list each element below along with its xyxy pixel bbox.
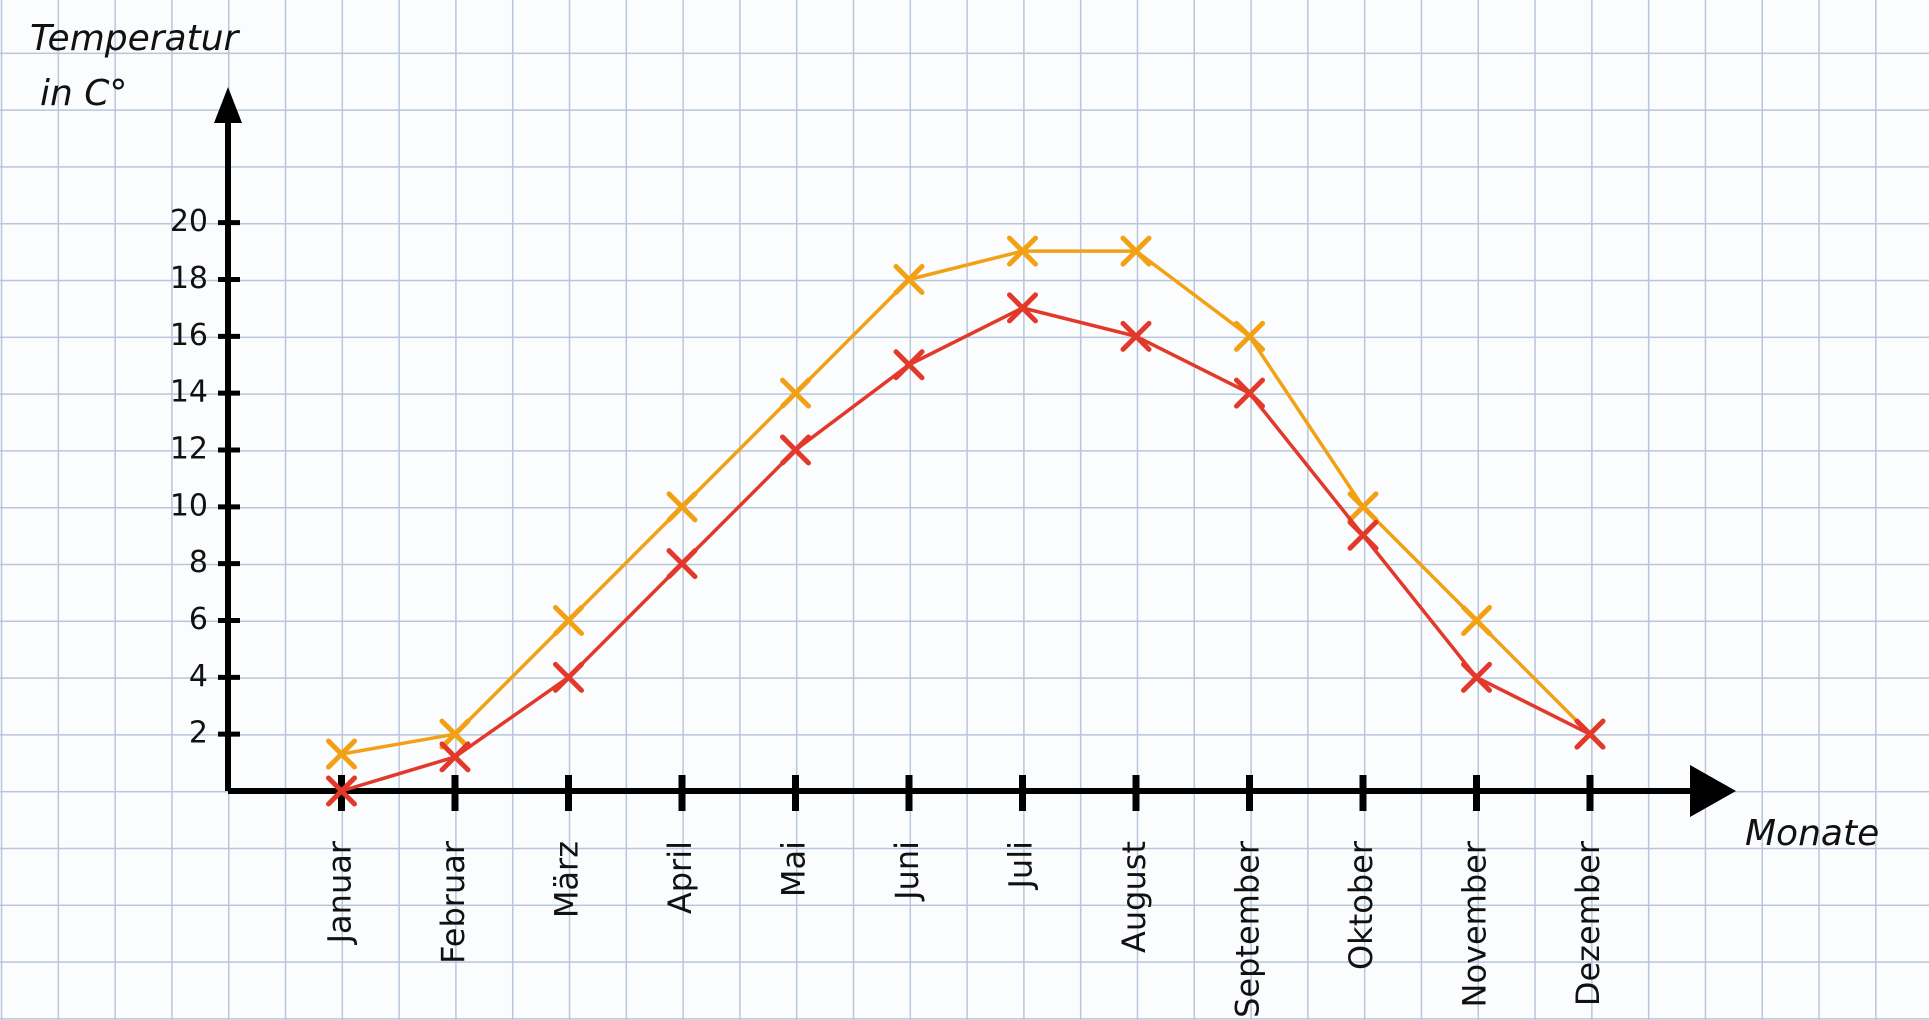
- y-tick-label: 4: [189, 659, 208, 694]
- data-point: [439, 741, 471, 773]
- data-point: [1461, 605, 1492, 636]
- y-axis-arrow: [214, 87, 242, 123]
- y-tick-label: 6: [189, 602, 208, 637]
- y-axis-title: Temperatur: [30, 18, 241, 59]
- data-point: [1347, 519, 1379, 551]
- data-point: [1120, 320, 1152, 352]
- data-point: [1120, 235, 1152, 267]
- y-tick-label: 2: [189, 716, 208, 751]
- y-tick-label: 16: [170, 318, 208, 353]
- data-point: [666, 548, 698, 580]
- data-point: [553, 605, 584, 636]
- y-tick-label: 20: [170, 204, 208, 239]
- x-tick-label: Februar: [434, 840, 472, 964]
- data-point: [1007, 292, 1038, 324]
- data-point: [1234, 320, 1265, 352]
- x-axis-arrow: [1690, 765, 1736, 817]
- data-point: [780, 377, 811, 409]
- x-tick-label: August: [1115, 841, 1153, 953]
- data-point: [1234, 377, 1265, 409]
- data-point: [780, 434, 811, 466]
- x-tick-label: November: [1456, 840, 1494, 1007]
- data-point: [326, 775, 357, 807]
- x-tick-label: Oktober: [1342, 840, 1380, 970]
- x-axis-title: Monate: [1745, 813, 1879, 854]
- data-point: [439, 718, 471, 750]
- data-point: [1007, 235, 1038, 267]
- series-line: [341, 249, 1592, 756]
- data-point: [1347, 491, 1379, 523]
- series-line: [340, 306, 1591, 793]
- y-tick-label: 10: [170, 488, 208, 523]
- y-tick-label: 14: [170, 375, 208, 410]
- x-tick-label: Mai: [775, 841, 813, 897]
- x-tick-label: Januar: [321, 840, 359, 945]
- data-point: [1461, 661, 1492, 693]
- data-point: [893, 264, 925, 295]
- x-tick-label: Juli: [1002, 841, 1040, 891]
- x-tick-label: September: [1229, 840, 1267, 1018]
- y-axis-title: in C°: [40, 73, 127, 114]
- data-point: [553, 661, 584, 693]
- x-tick-label: Juni: [888, 841, 926, 902]
- data-point: [326, 738, 357, 770]
- data-point: [1574, 718, 1606, 750]
- data-point: [666, 491, 698, 523]
- x-tick-label: April: [661, 841, 699, 914]
- y-tick-label: 12: [170, 432, 208, 467]
- y-tick-label: 8: [189, 545, 208, 580]
- x-tick-label: Dezember: [1569, 840, 1607, 1006]
- x-tick-label: März: [548, 841, 586, 918]
- y-tick-label: 18: [170, 261, 208, 296]
- data-point: [893, 349, 925, 381]
